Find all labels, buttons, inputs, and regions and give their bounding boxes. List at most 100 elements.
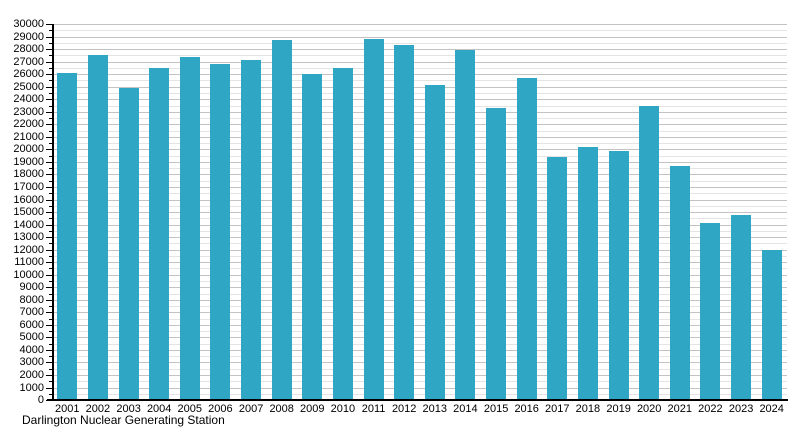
y-minor-tick <box>49 343 52 345</box>
y-minor-tick <box>49 218 52 220</box>
bar-2014 <box>455 50 476 400</box>
y-major-tick <box>46 349 52 351</box>
bar-2003 <box>118 87 139 400</box>
y-minor-tick <box>49 180 52 182</box>
gridline <box>52 55 787 57</box>
gridline <box>52 86 787 88</box>
x-axis-label: 2003 <box>116 403 141 415</box>
y-minor-tick <box>49 381 52 383</box>
y-major-tick <box>46 324 52 326</box>
y-axis-label: 15000 <box>13 206 44 218</box>
x-axis-label: 2009 <box>300 403 325 415</box>
x-axis-label: 2002 <box>85 403 111 415</box>
y-minor-tick <box>49 55 52 57</box>
y-axis-label: 13000 <box>13 231 44 244</box>
gridline <box>52 161 787 163</box>
gridline <box>52 243 787 245</box>
gridline <box>52 168 787 170</box>
y-axis-label: 27000 <box>13 55 44 68</box>
x-axis-label: 2008 <box>269 403 294 415</box>
gridline <box>52 186 787 188</box>
y-major-tick <box>46 124 52 126</box>
gridline <box>52 218 787 220</box>
gridline <box>52 92 787 94</box>
y-minor-tick <box>49 42 52 44</box>
y-major-tick <box>46 136 52 138</box>
gridline <box>52 149 787 151</box>
bar-2011 <box>363 39 384 400</box>
y-minor-tick <box>49 368 52 370</box>
y-major-tick <box>46 262 52 264</box>
y-major-tick <box>46 199 52 201</box>
gridline <box>52 193 787 195</box>
gridline <box>52 381 787 383</box>
gridline <box>52 80 787 82</box>
x-axis-label: 2010 <box>330 403 356 415</box>
y-major-tick <box>46 99 52 101</box>
x-axis-label: 2007 <box>238 403 264 415</box>
y-minor-tick <box>49 80 52 82</box>
bar-2002 <box>87 55 108 400</box>
gridline <box>52 61 787 63</box>
x-axis-label: 2015 <box>483 403 509 415</box>
bar-2024 <box>761 249 782 400</box>
gridline <box>52 331 787 333</box>
y-minor-tick <box>49 67 52 69</box>
y-minor-tick <box>49 92 52 94</box>
y-axis-label: 30000 <box>13 18 44 30</box>
gridline <box>52 199 787 201</box>
gridline <box>52 280 787 282</box>
y-minor-tick <box>49 393 52 395</box>
y-minor-tick <box>49 205 52 207</box>
gridline <box>52 42 787 44</box>
y-major-tick <box>46 86 52 88</box>
y-major-tick <box>46 24 52 25</box>
y-major-tick <box>46 287 52 289</box>
gridline <box>52 287 787 289</box>
y-minor-tick <box>49 243 52 245</box>
y-axis-line <box>52 24 54 401</box>
gridline <box>52 356 787 358</box>
gridline <box>52 111 787 113</box>
y-major-tick <box>46 186 52 188</box>
x-axis-label: 2021 <box>667 403 693 415</box>
gridline <box>52 143 787 145</box>
gridline <box>52 299 787 301</box>
y-major-tick <box>46 174 52 176</box>
x-axis-label: 2016 <box>514 403 539 415</box>
gridline <box>52 374 787 376</box>
y-axis-label: 3000 <box>19 356 44 369</box>
bar-2021 <box>669 165 690 400</box>
x-axis-label: 2004 <box>146 403 172 415</box>
y-major-tick <box>46 224 52 226</box>
y-major-tick <box>46 249 52 251</box>
y-major-tick <box>46 312 52 314</box>
y-minor-tick <box>49 331 52 333</box>
gridline <box>52 306 787 307</box>
bar-2001 <box>57 72 78 400</box>
y-minor-tick <box>49 168 52 170</box>
x-axis-label: 2018 <box>575 403 601 415</box>
gridline <box>52 130 787 132</box>
gridline <box>52 180 787 182</box>
y-axis-label: 20000 <box>13 143 44 156</box>
y-axis-label: 26000 <box>13 68 44 81</box>
gridline <box>52 74 787 76</box>
y-axis-label: 16000 <box>13 193 44 206</box>
y-axis-label: 2000 <box>19 368 44 381</box>
y-minor-tick <box>49 356 52 358</box>
y-axis-label: 7000 <box>19 306 44 319</box>
y-axis-label: 29000 <box>13 30 44 43</box>
gridline <box>52 349 787 351</box>
y-minor-tick <box>49 280 52 282</box>
y-axis-label: 5000 <box>19 331 44 344</box>
y-axis-label: 6000 <box>19 318 44 331</box>
y-axis-label: 1000 <box>19 381 44 394</box>
y-minor-tick <box>49 230 52 232</box>
x-axis-line <box>47 399 788 401</box>
x-axis-label: 2017 <box>545 403 570 415</box>
bar-2013 <box>424 85 445 400</box>
x-axis-label: 2023 <box>728 403 754 415</box>
y-axis-label: 9000 <box>19 281 44 294</box>
gridline <box>52 155 787 157</box>
